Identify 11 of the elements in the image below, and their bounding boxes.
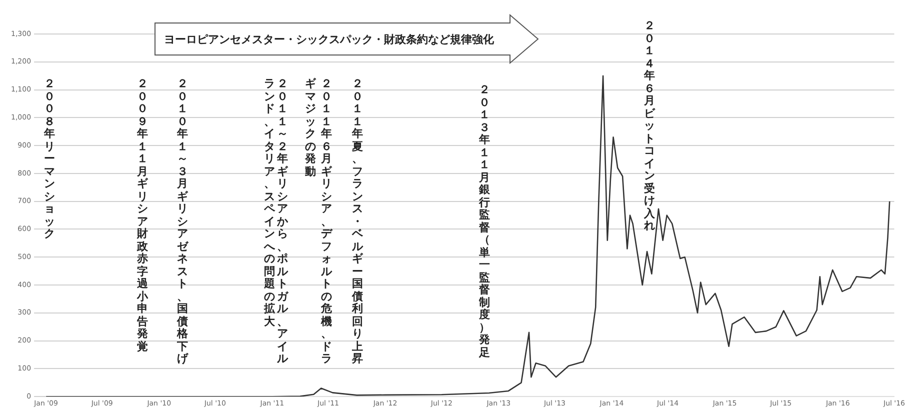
annotation: ヨーロピアンセメスター・シックスパック・財政条約など規律強化 [164,32,494,47]
text: ２００８年リーマンショック [44,77,55,240]
text: ２０１３年１１月銀行監督（単一監督制度）発足 [479,83,490,358]
text: ２０１０年１～３月ギリシアゼネスト、国債格下げ [177,77,188,365]
text: ２０１１～２年ギリシアから、ポルトガル、アイル [277,77,288,365]
annotation: ギマジックの発動 [304,77,317,178]
text: ２００９年１１月ギリシア財政赤字過小申告発覚 [137,77,148,352]
text: ランド、イタリア、スペインへの問題の拡大 [264,77,275,328]
text: ２０１１年夏、フランス・ベルギー国債利回り上昇 [352,77,363,365]
text: ２０１１年６月ギリシア、デフォルトの危機、ドラ [321,77,332,365]
text: ２０１４年６月ビットコイン受け入れ [644,19,655,232]
